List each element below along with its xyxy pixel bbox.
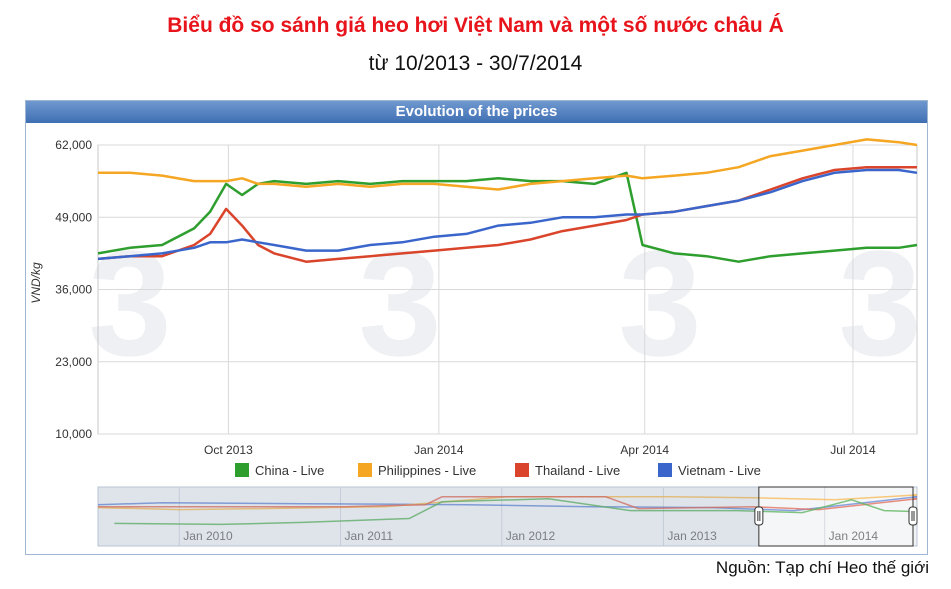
page-title: Biểu đồ so sánh giá heo hơi Việt Nam và … <box>167 14 784 37</box>
handle-grip[interactable] <box>908 506 918 526</box>
watermark-digit: 3 <box>618 219 701 387</box>
legend-label: Vietnam - Live <box>678 463 761 478</box>
legend-swatch <box>658 463 672 477</box>
x-tick-label: Jan 2014 <box>414 443 464 457</box>
x-tick-label: Jul 2014 <box>830 443 876 457</box>
y-axis-label: VND/kg <box>29 262 43 304</box>
handle-grip[interactable] <box>754 506 764 526</box>
legend-swatch <box>358 463 372 477</box>
legend-swatch <box>235 463 249 477</box>
series-line-vietnam <box>97 168 918 261</box>
chart-grid <box>97 144 918 435</box>
navigator-tick-label: Jan 2013 <box>667 529 717 543</box>
navigator-selection[interactable] <box>758 486 914 547</box>
legend-label: Philippines - Live <box>378 463 476 478</box>
y-tick-label: 10,000 <box>55 427 92 441</box>
navigator-line-thailand <box>98 496 918 511</box>
page-subtitle: từ 10/2013 - 30/7/2014 <box>368 52 583 75</box>
legend[interactable]: China - Live Philippines - Live Thailand -… <box>235 463 761 478</box>
navigator-line-china <box>114 498 918 526</box>
navigator-tick-label: Jan 2012 <box>506 529 556 543</box>
x-tick-label: Apr 2014 <box>620 443 669 457</box>
navigator-tick-label: Jan 2011 <box>345 529 394 543</box>
navigator-handle-left[interactable] <box>754 506 764 526</box>
legend-item-vietnam[interactable]: Vietnam - Live <box>658 463 761 478</box>
chart-panel: Evolution of the prices <box>25 100 928 555</box>
y-tick-label: 62,000 <box>55 138 92 152</box>
legend-item-philippines[interactable]: Philippines - Live <box>358 463 476 478</box>
navigator-line-vietnam <box>97 496 918 512</box>
series-line-thailand <box>97 165 917 263</box>
series-lines <box>97 138 918 263</box>
navigator-mask <box>98 487 759 546</box>
y-axis: 10,000 23,000 36,000 49,000 62,000 <box>55 138 92 441</box>
x-tick-label: Oct 2013 <box>204 443 253 457</box>
navigator-handle-right[interactable] <box>908 506 918 526</box>
x-axis: Oct 2013 Jan 2014 Apr 2014 Jul 2014 <box>204 443 876 457</box>
navigator-tick-label: Jan 2010 <box>183 529 233 543</box>
series-line-china <box>97 171 918 263</box>
source-note: Nguồn: Tạp chí Heo thế giới <box>715 558 929 577</box>
chart-title: Evolution of the prices <box>26 101 927 123</box>
legend-item-china[interactable]: China - Live <box>235 463 324 478</box>
series-line-philippines <box>98 138 918 191</box>
range-navigator[interactable]: Jan 2010 Jan 2011 Jan 2012 Jan 2013 Jan 2014 <box>97 486 918 547</box>
watermark-digit: 3 <box>358 219 441 387</box>
legend-label: Thailand - Live <box>535 463 620 478</box>
legend-label: China - Live <box>255 463 324 478</box>
y-tick-label: 23,000 <box>55 355 92 369</box>
legend-swatch <box>515 463 529 477</box>
y-tick-label: 49,000 <box>55 210 92 224</box>
legend-item-thailand[interactable]: Thailand - Live <box>515 463 620 478</box>
y-tick-label: 36,000 <box>55 283 92 297</box>
navigator-tick-label: Jan 2014 <box>829 529 879 543</box>
